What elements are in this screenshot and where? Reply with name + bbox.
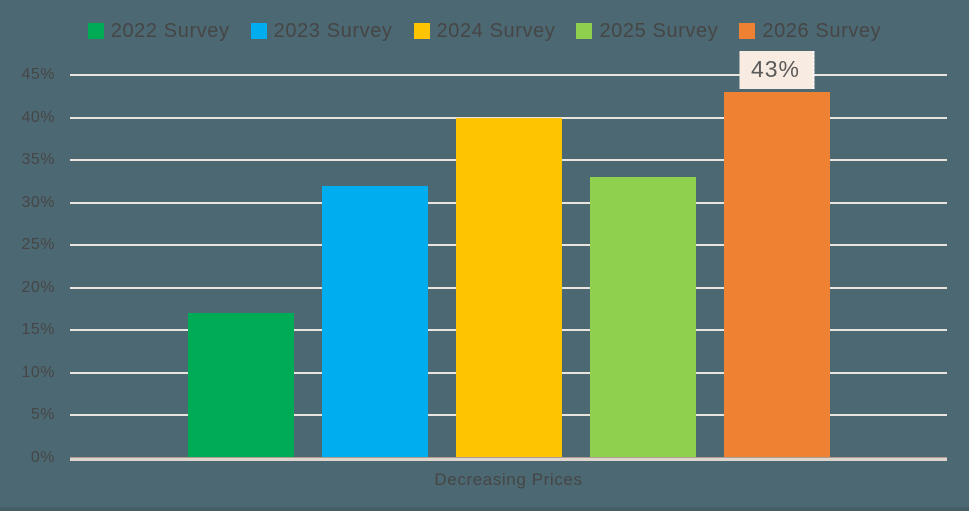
bar-2026-survey[interactable]: 43% [723,51,830,458]
legend-label: 2026 Survey [762,19,882,42]
bar-2024-survey[interactable] [455,117,562,458]
legend-label: 2023 Survey [273,19,393,42]
data-label[interactable]: 43% [738,51,815,90]
y-tick-label: 20% [21,278,55,296]
y-tick-label: 25% [21,236,55,254]
bar-2025-survey[interactable] [589,177,696,458]
legend-label: 2022 Survey [110,19,230,42]
y-tick-label: 30% [21,193,55,211]
y-tick-label: 15% [21,321,55,339]
legend-label: 2025 Survey [599,19,719,42]
legend-item-2022-survey[interactable]: 2022 Survey [87,19,230,43]
x-axis-line [70,457,947,461]
y-tick-label: 0% [30,449,55,466]
legend-swatch-icon [87,23,104,39]
x-axis-category-label: Decreasing Prices [434,470,583,489]
bar-2023-survey[interactable] [321,185,428,458]
legend-swatch-icon [250,23,267,39]
y-tick-label: 45% [21,66,55,83]
bar-2022-survey[interactable] [187,313,294,458]
legend-item-2024-survey[interactable]: 2024 Survey [413,19,556,43]
legend-item-2025-survey[interactable]: 2025 Survey [576,20,718,43]
chart-legend: 2022 Survey 2023 Survey 2024 Survey 2025 Su… [0,16,969,46]
legend-item-2026-survey[interactable]: 2026 Survey [739,20,881,43]
y-tick-label: 5% [30,406,55,424]
y-tick-label: 10% [21,363,55,381]
y-tick-label: 35% [21,151,55,169]
bar-group: 43% [70,51,947,458]
y-tick-label: 40% [21,108,55,126]
legend-swatch-icon [739,23,756,39]
legend-label: 2024 Survey [436,19,556,42]
gridline [70,74,947,76]
legend-swatch-icon [576,23,593,39]
y-axis-tick-labels: 0% 5% 10% 15% 20% 25% 30% 35% 40% 45% [0,66,55,466]
legend-swatch-icon [413,23,430,39]
plot-area: 43% [70,51,947,461]
legend-item-2023-survey[interactable]: 2023 Survey [250,19,393,43]
